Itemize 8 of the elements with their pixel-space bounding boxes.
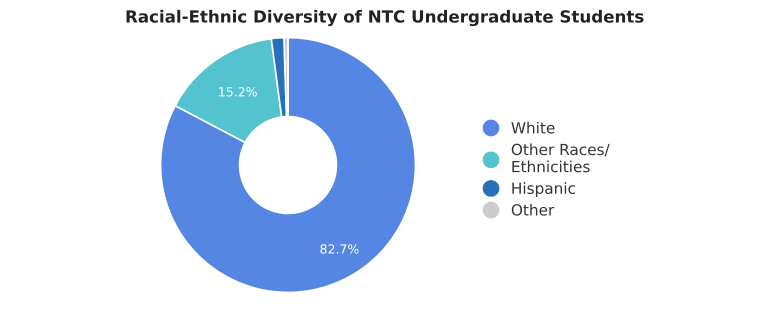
legend-label: Other — [512, 204, 554, 216]
chart-title: Racial-Ethnic Diversity of NTC Undergraduate Students — [126, 10, 644, 26]
legend-label: Hispanic — [512, 182, 576, 197]
legend-label: White — [511, 122, 554, 134]
data-label: 82.7% — [320, 244, 359, 254]
data-label: 15.2% — [219, 87, 257, 97]
legend-label: Other Races/ Ethnicities — [512, 143, 610, 172]
donut-slice — [160, 36, 416, 294]
